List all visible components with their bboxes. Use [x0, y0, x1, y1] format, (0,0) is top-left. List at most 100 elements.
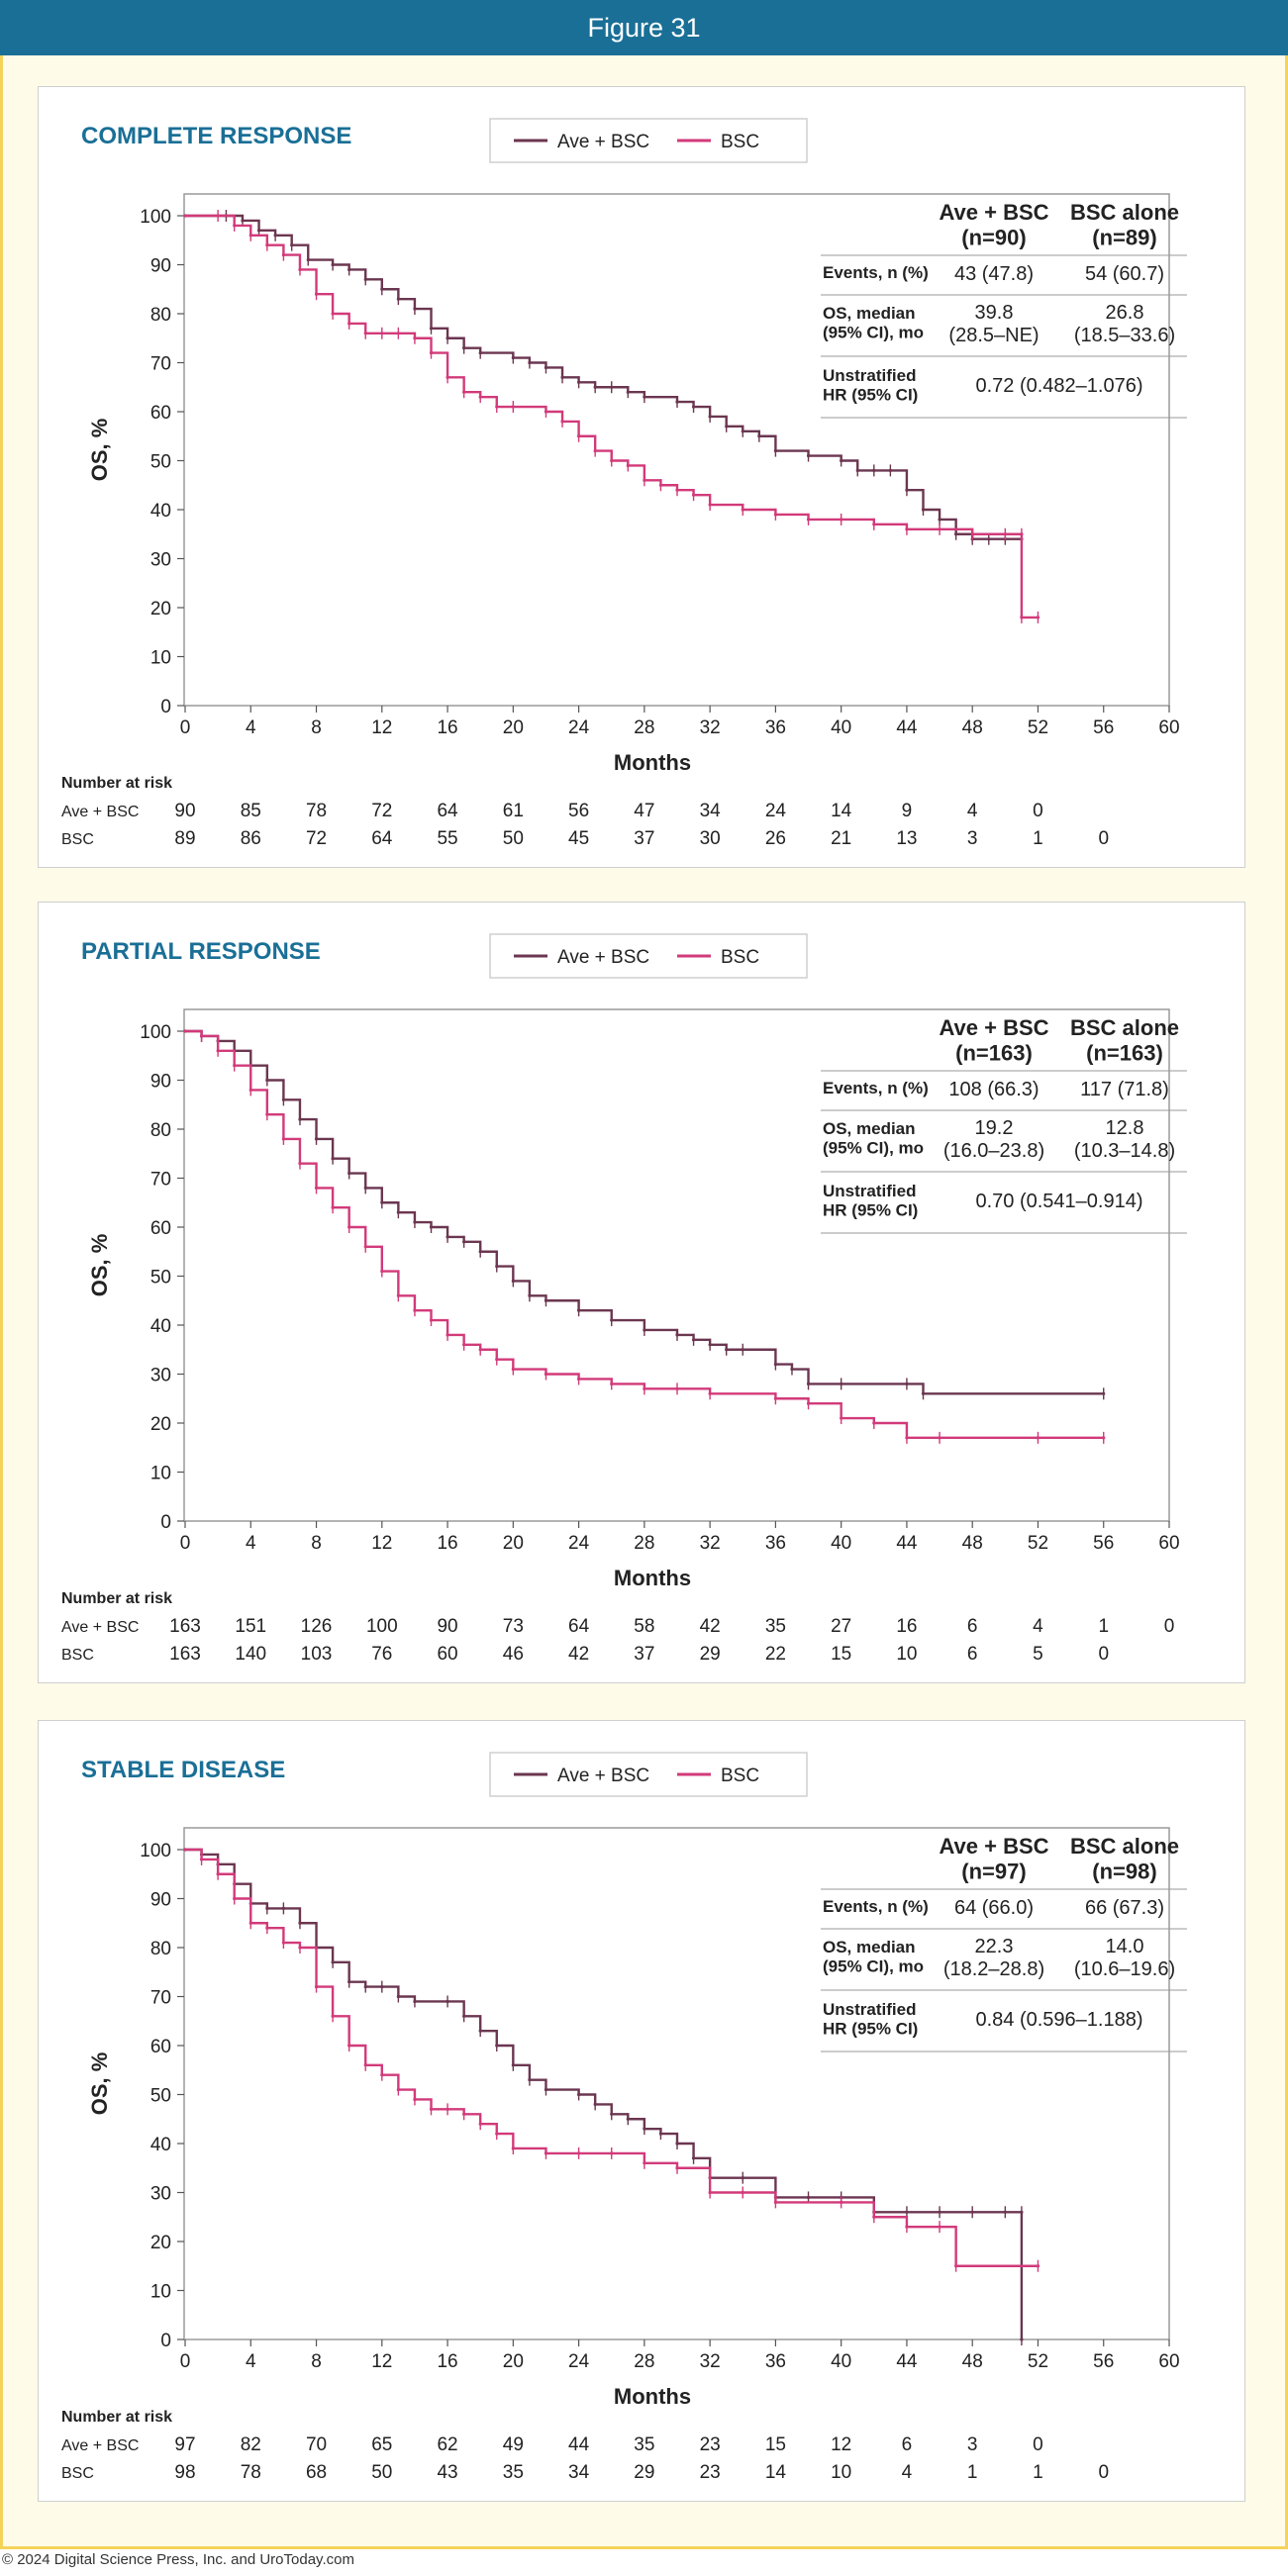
risk-count-ave: 9 — [902, 801, 913, 821]
y-tick-label: 50 — [150, 452, 171, 473]
risk-count-ave: 58 — [634, 1616, 654, 1637]
plot-area — [183, 1827, 1170, 2340]
point-ave-bsc — [363, 1186, 367, 1190]
risk-title: Number at risk — [61, 1590, 172, 1607]
y-tick-label: 0 — [160, 1512, 171, 1533]
y-tick-label: 100 — [140, 1022, 171, 1043]
point-ave-bsc — [938, 518, 941, 522]
point-ave-bsc — [290, 243, 294, 247]
point-bsc — [593, 449, 597, 453]
x-tick-label: 4 — [246, 1533, 256, 1554]
y-tick-label: 60 — [150, 1218, 171, 1239]
risk-count-bsc: 72 — [306, 828, 327, 849]
risk-count-bsc: 35 — [503, 2462, 524, 2483]
point-bsc — [265, 1926, 269, 1930]
point-bsc — [1020, 532, 1024, 536]
point-bsc — [183, 1029, 187, 1033]
risk-count-bsc: 23 — [700, 2462, 721, 2483]
point-bsc — [462, 1343, 466, 1347]
x-tick-label: 36 — [765, 2351, 786, 2372]
point-bsc — [560, 420, 564, 424]
point-ave-bsc — [954, 532, 958, 536]
y-tick-label: 10 — [150, 1464, 171, 1484]
risk-label-ave: Ave + BSC — [61, 804, 139, 820]
y-tick-label: 20 — [150, 599, 171, 620]
risk-count-bsc: 89 — [174, 828, 195, 849]
risk-count-bsc: 163 — [169, 1644, 201, 1665]
chart-title: STABLE DISEASE — [81, 1757, 285, 1783]
point-bsc — [495, 1358, 499, 1362]
y-tick-label: 90 — [150, 1072, 171, 1093]
point-bsc — [363, 332, 367, 335]
point-ave-bsc — [265, 1078, 269, 1083]
table-row-label: OS, median (95% CI), mo — [823, 1938, 924, 1976]
point-ave-bsc — [429, 1225, 434, 1229]
x-tick-label: 12 — [371, 2351, 392, 2372]
y-tick-label: 0 — [160, 697, 171, 717]
point-ave-bsc — [987, 537, 991, 541]
risk-count-bsc: 46 — [503, 1644, 524, 1665]
point-bsc — [905, 2225, 909, 2229]
table-header-bsc: BSC alone (n=89) — [1070, 200, 1179, 249]
point-ave-bsc — [396, 1210, 400, 1214]
point-ave-bsc — [626, 2117, 630, 2121]
point-bsc — [380, 1269, 384, 1274]
point-bsc — [577, 2151, 581, 2155]
point-bsc — [298, 1946, 302, 1950]
table-header-ave: Ave + BSC (n=90) — [939, 200, 1048, 249]
point-bsc — [905, 527, 909, 531]
x-tick-label: 28 — [634, 2351, 654, 2372]
point-bsc — [905, 1436, 909, 1440]
x-tick-label: 48 — [962, 2351, 983, 2372]
risk-title: Number at risk — [61, 2409, 172, 2426]
point-bsc — [347, 1225, 351, 1229]
point-bsc — [840, 2200, 843, 2204]
point-bsc — [495, 405, 499, 409]
point-ave-bsc — [888, 468, 892, 472]
point-ave-bsc — [413, 1220, 417, 1224]
point-ave-bsc — [905, 2210, 909, 2214]
panel-stable-disease: STABLE DISEASE Ave + BSC BSC 0 10 20 30 40 50 60 7… — [38, 1720, 1245, 2502]
table-row-label: Events, n (%) — [823, 1897, 929, 1916]
y-tick-label: 70 — [150, 1988, 171, 2009]
point-ave-bsc — [610, 2112, 614, 2116]
table-cell: 19.2 (16.0–23.8) — [943, 1117, 1044, 1162]
y-tick-label: 30 — [150, 550, 171, 571]
point-bsc — [577, 434, 581, 438]
point-bsc — [281, 1941, 285, 1945]
point-ave-bsc — [840, 1382, 843, 1385]
x-tick-label: 32 — [700, 1533, 721, 1554]
point-bsc — [265, 1112, 269, 1116]
point-ave-bsc — [593, 2102, 597, 2106]
point-ave-bsc — [429, 327, 434, 331]
risk-count-bsc: 15 — [831, 1644, 851, 1665]
risk-count-bsc: 29 — [634, 2462, 654, 2483]
point-bsc — [643, 1386, 646, 1390]
y-tick-label: 40 — [150, 1316, 171, 1337]
risk-count-ave: 85 — [241, 801, 261, 821]
x-tick-label: 44 — [896, 717, 918, 738]
point-bsc — [1036, 616, 1040, 620]
figure-title: Figure 31 — [0, 0, 1288, 55]
point-ave-bsc — [413, 1999, 417, 2004]
y-tick-label: 10 — [150, 2282, 171, 2303]
risk-count-bsc: 103 — [301, 1644, 333, 1665]
point-ave-bsc — [773, 1363, 778, 1367]
risk-count-bsc: 30 — [700, 828, 721, 849]
point-ave-bsc — [256, 229, 261, 233]
y-tick-label: 50 — [150, 2086, 171, 2107]
point-bsc — [331, 1205, 335, 1209]
x-tick-label: 48 — [962, 1533, 983, 1554]
point-ave-bsc — [544, 1298, 548, 1302]
copyright-footer: © 2024 Digital Science Press, Inc. and U… — [2, 2551, 354, 2568]
x-tick-label: 12 — [371, 717, 392, 738]
x-tick-label: 24 — [568, 2351, 590, 2372]
point-bsc — [314, 292, 319, 296]
table-cell: 66 (67.3) — [1085, 1897, 1164, 1919]
point-ave-bsc — [643, 2127, 646, 2131]
table-cell: 108 (66.3) — [948, 1079, 1039, 1100]
point-ave-bsc — [298, 1117, 302, 1121]
x-tick-label: 8 — [311, 1533, 322, 1554]
y-axis-label: OS, % — [87, 1234, 112, 1297]
x-tick-label: 20 — [503, 2351, 524, 2372]
